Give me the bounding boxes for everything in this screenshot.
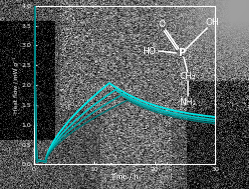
Text: O: O — [159, 20, 166, 29]
Text: OH: OH — [206, 18, 220, 27]
X-axis label: Time / h: Time / h — [110, 174, 139, 180]
Text: NH₂: NH₂ — [179, 98, 196, 107]
Text: P: P — [179, 48, 186, 58]
Text: CH₂: CH₂ — [179, 72, 196, 81]
Text: HO: HO — [142, 46, 156, 56]
Y-axis label: Heat flow / mW g⁻¹: Heat flow / mW g⁻¹ — [13, 57, 19, 113]
